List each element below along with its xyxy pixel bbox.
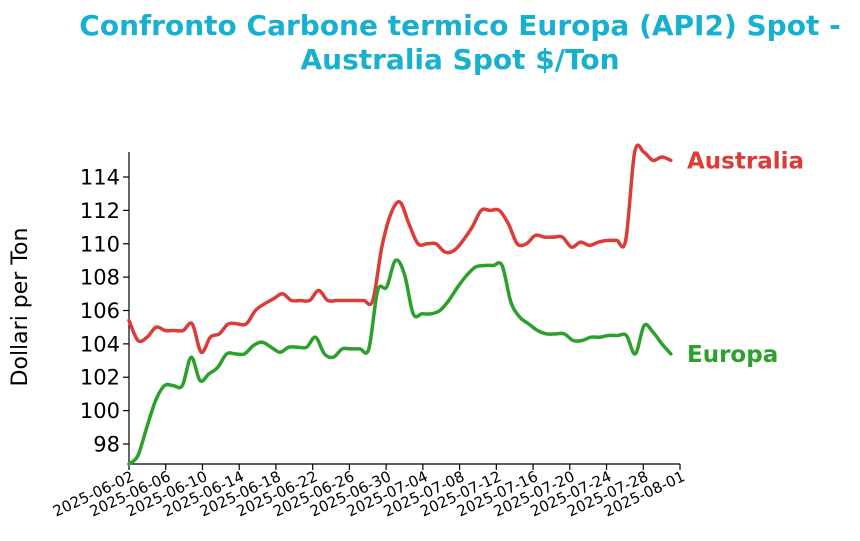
y-tick-label: 108 bbox=[80, 266, 120, 290]
y-tick-label: 104 bbox=[80, 332, 120, 356]
series-lines bbox=[127, 143, 673, 466]
y-tick-label: 102 bbox=[80, 366, 120, 390]
chart-title-line-2: Australia Spot $/Ton bbox=[300, 43, 619, 76]
y-tick-label: 110 bbox=[80, 232, 120, 256]
chart-title-line-1: Confronto Carbone termico Europa (API2) … bbox=[79, 9, 840, 42]
series-label-australia: Australia bbox=[687, 148, 804, 174]
series-line-australia bbox=[127, 143, 673, 355]
y-tick-label: 98 bbox=[93, 432, 120, 456]
y-axis-label: Dollari per Ton bbox=[8, 228, 33, 387]
series-line-europa bbox=[127, 258, 673, 466]
y-tick-label: 106 bbox=[80, 299, 120, 323]
axes: 981001021041061081101121142025-06-022025… bbox=[50, 152, 688, 520]
y-tick-label: 100 bbox=[80, 399, 120, 423]
series-labels: Australia Europa bbox=[687, 148, 804, 368]
series-label-europa: Europa bbox=[687, 342, 778, 368]
y-tick-label: 112 bbox=[80, 199, 120, 223]
y-tick-label: 114 bbox=[80, 166, 120, 190]
